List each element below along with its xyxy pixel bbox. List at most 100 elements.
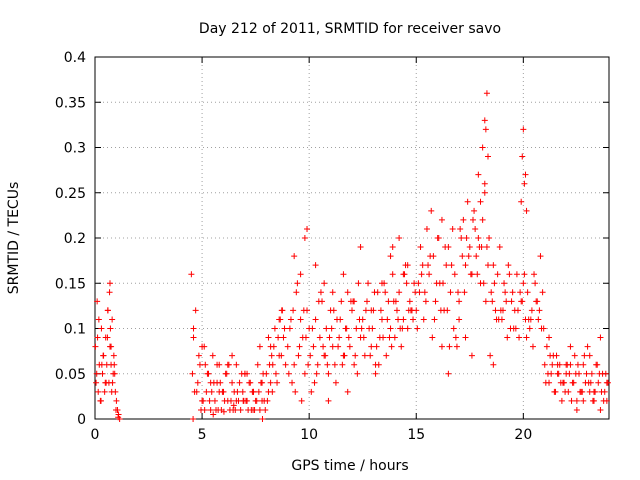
data-point [418,271,425,278]
grid-lines [95,57,609,419]
y-tick-label: 0.2 [64,231,86,247]
data-point [233,361,240,368]
data-point [307,352,314,359]
data-point [557,379,564,386]
data-point [313,370,320,377]
data-point [214,361,221,368]
data-point [234,388,241,395]
data-point [115,414,122,421]
data-point [247,379,254,386]
data-point [109,379,116,386]
data-point [368,307,375,314]
data-point [540,325,547,332]
data-point [513,271,520,278]
data-point [331,361,338,368]
data-point [204,370,211,377]
data-point [223,370,230,377]
data-point [210,411,217,418]
data-point [541,361,548,368]
data-point [99,370,106,377]
data-point [427,253,434,260]
data-point [250,406,257,413]
data-point [451,271,458,278]
data-point [466,244,473,251]
data-point [285,370,292,377]
data-point [110,352,117,359]
data-point [479,144,486,151]
data-point [353,325,360,332]
data-point [230,402,237,409]
data-point [481,189,488,196]
data-point [425,262,432,269]
data-point [356,316,363,323]
data-point [549,361,556,368]
data-point [544,370,551,377]
data-point [482,126,489,133]
data-point [254,361,261,368]
data-point [433,280,440,287]
data-point [272,370,279,377]
data-point [112,406,119,413]
data-point [328,325,335,332]
data-point [504,334,511,341]
data-point [335,343,342,350]
data-point [553,352,560,359]
data-point [293,289,300,296]
data-point [481,180,488,187]
data-point [588,370,595,377]
data-point [368,343,375,350]
tick-marks [94,56,609,420]
data-point [265,334,272,341]
data-point [447,289,454,296]
data-point [207,379,214,386]
data-point [277,316,284,323]
data-point [475,171,482,178]
x-tick-label: 5 [198,427,207,443]
data-point [294,280,301,287]
data-point [389,244,396,251]
data-point [208,388,215,395]
data-point [229,352,236,359]
data-point [503,298,510,305]
data-point [509,289,516,296]
data-point [360,334,367,341]
data-point [322,352,329,359]
data-point [481,117,488,124]
data-point [442,244,449,251]
data-point [97,397,104,404]
data-point [375,361,382,368]
data-point [496,244,503,251]
data-point [450,325,457,332]
data-point [311,379,318,386]
data-point [330,307,337,314]
data-point [444,307,451,314]
data-point [104,334,111,341]
data-point [416,289,423,296]
data-point [474,271,481,278]
data-point [276,352,283,359]
data-point [417,244,424,251]
data-point [93,370,100,377]
data-point [518,198,525,205]
data-point [220,408,227,415]
data-point [505,262,512,269]
data-point [387,253,394,260]
data-point [539,289,546,296]
x-tick-label: 20 [514,427,532,443]
data-point [483,244,490,251]
y-tick-label: 0.05 [55,367,86,383]
data-point [341,352,348,359]
data-point [422,298,429,305]
data-point [355,280,362,287]
data-point [537,253,544,260]
data-point [389,271,396,278]
data-point [255,388,262,395]
data-point [431,316,438,323]
data-point [270,343,277,350]
data-point [413,307,420,314]
data-point [595,379,602,386]
data-point [326,334,333,341]
data-point [98,361,105,368]
data-point [484,262,491,269]
data-point [423,225,430,232]
